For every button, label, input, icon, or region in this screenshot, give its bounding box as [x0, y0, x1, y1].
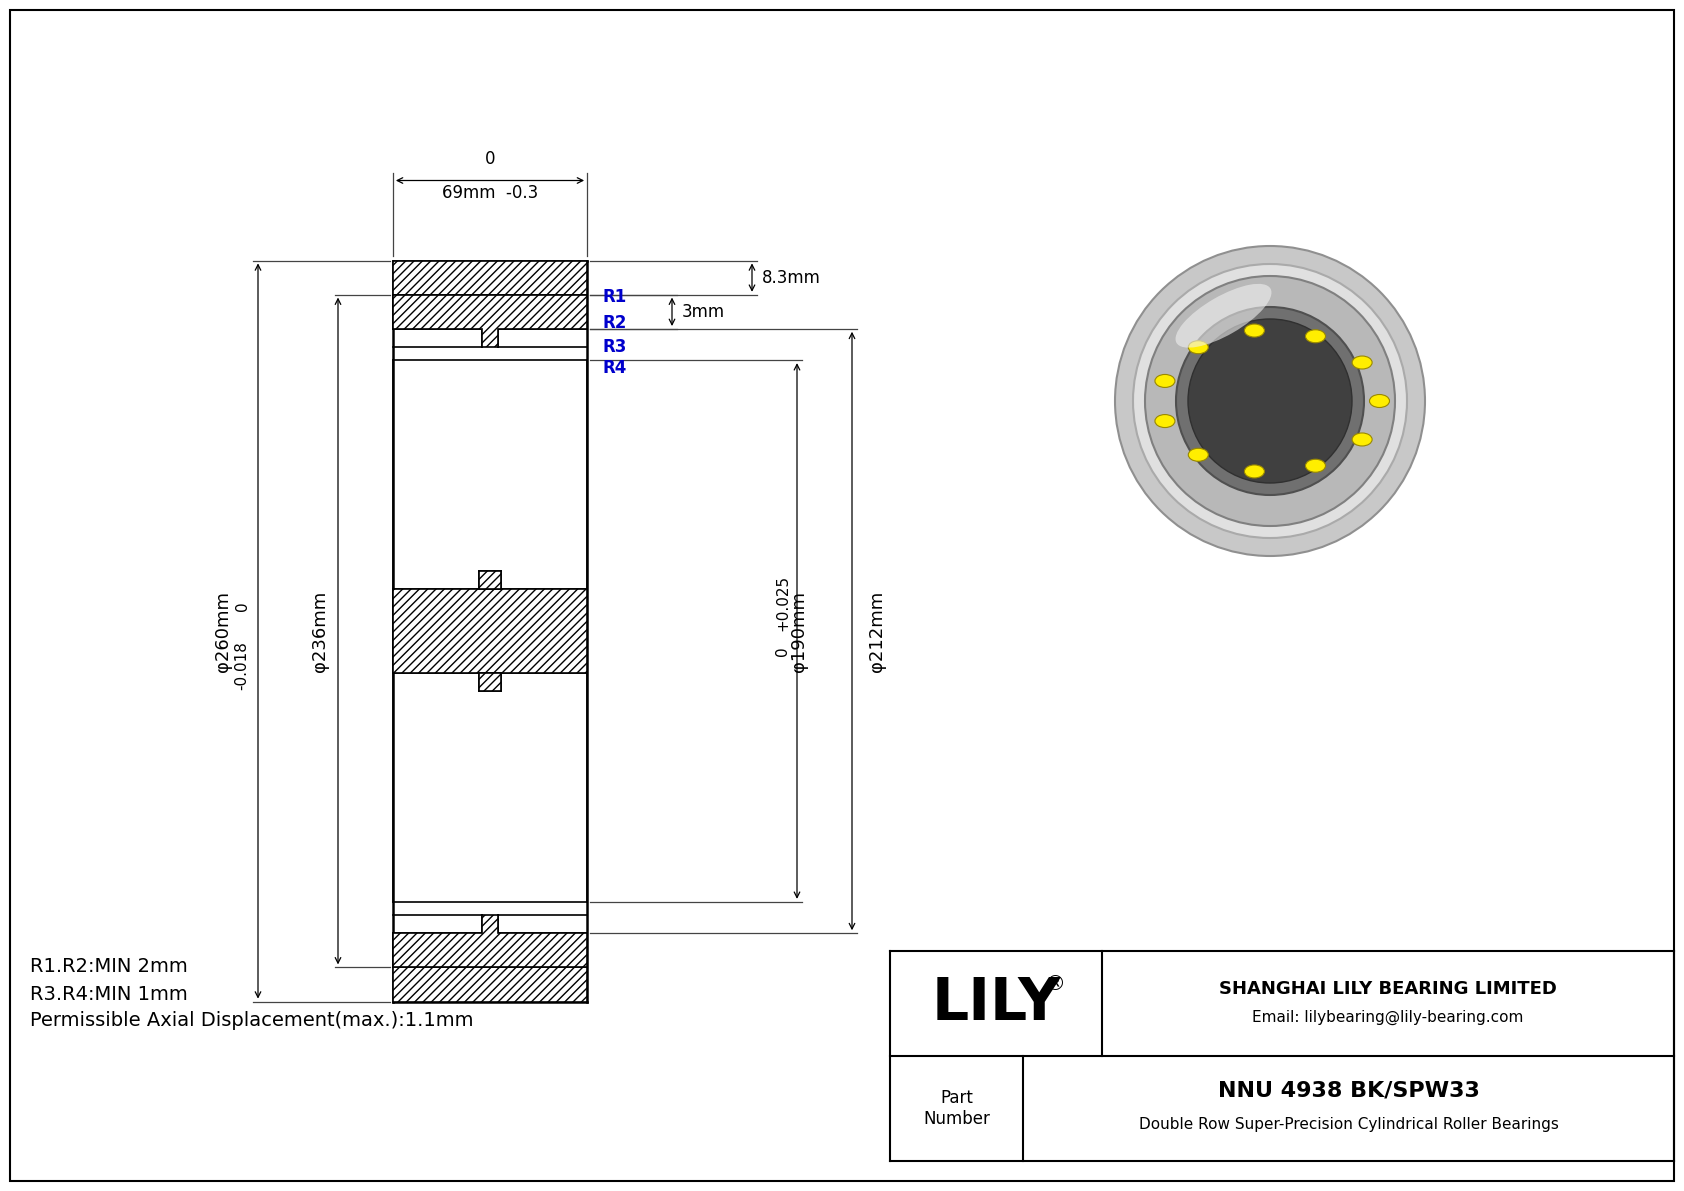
Ellipse shape — [1155, 374, 1175, 387]
Ellipse shape — [1155, 414, 1175, 428]
Polygon shape — [478, 570, 502, 590]
Text: R2: R2 — [603, 313, 628, 332]
Text: SHANGHAI LILY BEARING LIMITED: SHANGHAI LILY BEARING LIMITED — [1219, 980, 1556, 998]
Ellipse shape — [1189, 341, 1209, 354]
Ellipse shape — [1244, 324, 1265, 337]
Text: NNU 4938 BK/SPW33: NNU 4938 BK/SPW33 — [1218, 1080, 1480, 1100]
Text: ®: ® — [1044, 973, 1064, 993]
Text: φ212mm: φ212mm — [867, 591, 886, 672]
Text: R3: R3 — [603, 338, 628, 356]
Text: 0: 0 — [234, 601, 249, 611]
Text: Email: lilybearing@lily-bearing.com: Email: lilybearing@lily-bearing.com — [1253, 1010, 1524, 1025]
Text: φ190mm: φ190mm — [790, 591, 808, 672]
Text: R1: R1 — [603, 288, 626, 306]
Ellipse shape — [1352, 434, 1372, 445]
Polygon shape — [392, 294, 588, 347]
Text: φ260mm: φ260mm — [214, 591, 232, 672]
Ellipse shape — [1244, 464, 1265, 478]
Text: φ236mm: φ236mm — [312, 591, 328, 672]
Text: Part
Number: Part Number — [923, 1089, 990, 1128]
Text: 0: 0 — [776, 647, 790, 656]
Circle shape — [1133, 264, 1408, 538]
Polygon shape — [392, 915, 588, 967]
Ellipse shape — [1189, 448, 1209, 461]
Text: Permissible Axial Displacement(max.):1.1mm: Permissible Axial Displacement(max.):1.1… — [30, 1011, 473, 1030]
Text: 0: 0 — [485, 150, 495, 168]
Text: -0.018: -0.018 — [234, 642, 249, 691]
Polygon shape — [392, 590, 588, 673]
Text: 8.3mm: 8.3mm — [761, 269, 820, 287]
Circle shape — [1115, 247, 1425, 556]
Ellipse shape — [1369, 394, 1389, 407]
Polygon shape — [478, 673, 502, 691]
Ellipse shape — [1175, 283, 1271, 348]
Ellipse shape — [1352, 356, 1372, 369]
Text: LILY: LILY — [931, 975, 1061, 1031]
Circle shape — [1175, 307, 1364, 495]
Text: R1.R2:MIN 2mm: R1.R2:MIN 2mm — [30, 956, 187, 975]
Ellipse shape — [1305, 330, 1325, 343]
Text: 3mm: 3mm — [682, 303, 726, 320]
Text: R4: R4 — [603, 358, 628, 376]
Text: R3.R4:MIN 1mm: R3.R4:MIN 1mm — [30, 985, 187, 1004]
Polygon shape — [392, 261, 588, 294]
Text: 69mm  -0.3: 69mm -0.3 — [441, 185, 539, 202]
Ellipse shape — [1305, 460, 1325, 473]
Text: Double Row Super-Precision Cylindrical Roller Bearings: Double Row Super-Precision Cylindrical R… — [1138, 1117, 1559, 1131]
Circle shape — [1145, 276, 1394, 526]
Text: +0.025: +0.025 — [776, 575, 790, 631]
Circle shape — [1187, 319, 1352, 484]
Polygon shape — [392, 967, 588, 1002]
